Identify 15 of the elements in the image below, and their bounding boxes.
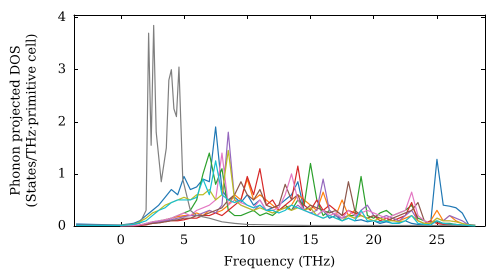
y-tick-label: 0 (58, 218, 66, 234)
x-tick-label: 20 (365, 233, 382, 248)
x-tick-label: 25 (428, 233, 446, 248)
y-axis-title: Phonon projected DOS (States/THz·primitive cell) (8, 33, 40, 208)
line-series (76, 126, 476, 226)
y-tick-label: 4 (58, 10, 66, 26)
y-tick-label: 3 (58, 62, 66, 78)
x-tick-label: 5 (180, 233, 188, 248)
x-tick-label: 0 (116, 233, 125, 248)
x-tick-label: 15 (302, 233, 319, 248)
x-tick-label: 10 (238, 233, 256, 248)
x-axis-title: Frequency (THz) (224, 254, 336, 270)
line-series (76, 160, 476, 227)
y-tick-label: 2 (58, 114, 66, 130)
y-tick-label: 1 (58, 166, 66, 182)
